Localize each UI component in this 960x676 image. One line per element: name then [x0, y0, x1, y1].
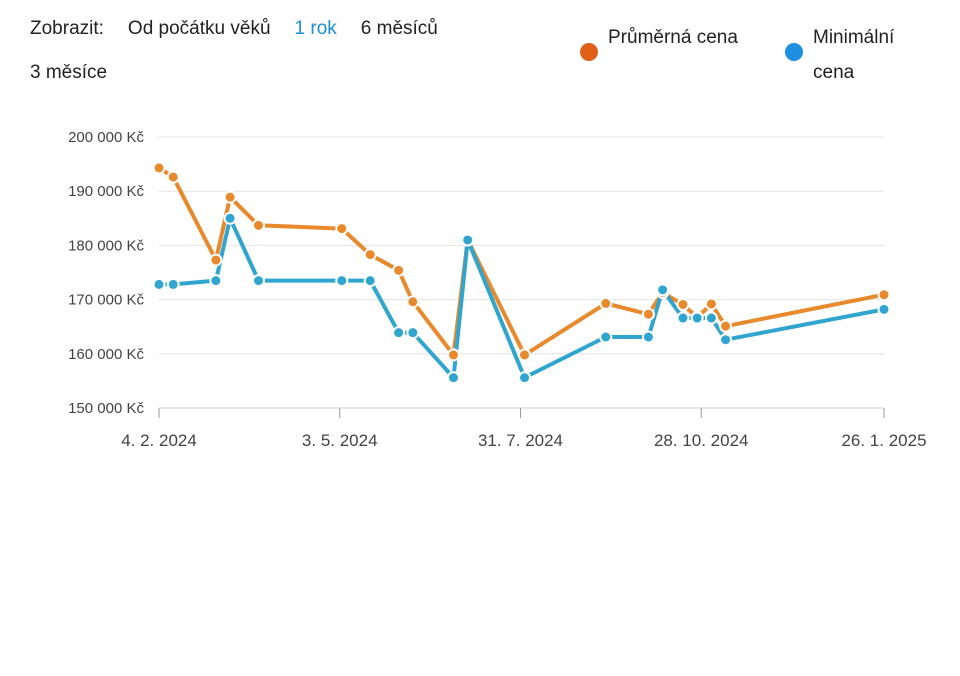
- chart-series: [152, 161, 891, 385]
- y-tick-label: 150 000 Kč: [68, 400, 144, 417]
- y-tick-label: 200 000 Kč: [68, 129, 144, 146]
- data-point-avg: [406, 295, 420, 309]
- data-point-min: [209, 274, 223, 288]
- x-axis: 4. 2. 2024 3. 5. 2024 31. 7. 2024 28. 10. 2…: [121, 407, 927, 450]
- data-point-min: [152, 277, 166, 291]
- legend-item-average-price[interactable]: Průměrná cena: [580, 20, 738, 90]
- data-point-min: [335, 274, 349, 288]
- data-point-avg: [252, 218, 266, 232]
- data-point-min: [641, 330, 655, 344]
- x-tick-label: 31. 7. 2024: [478, 431, 563, 450]
- range-option-3-months[interactable]: 3 měsíce: [30, 62, 108, 83]
- data-point-avg: [518, 348, 532, 362]
- y-tick-label: 170 000 Kč: [68, 292, 144, 309]
- range-filter-label: Zobrazit:: [30, 18, 104, 39]
- range-option-6-months[interactable]: 6 měsíců: [360, 18, 438, 39]
- legend-minimum-price-dot-icon: [785, 43, 803, 61]
- data-point-min: [877, 302, 891, 316]
- data-point-avg: [392, 263, 406, 277]
- series-line-avg: [157, 165, 886, 357]
- data-point-min: [446, 371, 460, 385]
- data-point-min: [363, 274, 377, 288]
- legend-average-price-dot-icon: [580, 43, 598, 61]
- y-axis: 150 000 Kč 160 000 Kč 170 000 Kč 180 000 Kč…: [68, 129, 144, 417]
- data-point-avg: [599, 296, 613, 310]
- x-tick-label: 26. 1. 2025: [841, 431, 926, 450]
- legend-item-minimum-price[interactable]: Minimální cena: [785, 20, 923, 90]
- data-point-min: [656, 283, 670, 297]
- data-point-min: [704, 311, 718, 325]
- data-point-avg: [704, 297, 718, 311]
- data-point-min: [392, 326, 406, 340]
- x-tick-label: 28. 10. 2024: [654, 431, 749, 450]
- range-filter: Zobrazit: Od počátku věků 1 rok 6 měsíců…: [30, 17, 530, 85]
- data-point-min: [599, 330, 613, 344]
- legend-average-price-label: Průměrná cena: [608, 27, 738, 48]
- y-tick-label: 160 000 Kč: [68, 346, 144, 363]
- range-option-all-time[interactable]: Od počátku věků: [127, 18, 271, 39]
- legend-minimum-price-label: Minimální cena: [813, 27, 895, 83]
- data-point-avg: [877, 288, 891, 302]
- data-point-min: [223, 211, 237, 225]
- data-point-avg: [446, 348, 460, 362]
- data-point-min: [676, 311, 690, 325]
- data-point-avg: [209, 253, 223, 267]
- data-point-min: [461, 233, 475, 247]
- range-filter-row: Zobrazit: Od počátku věků 1 rok 6 měsíců: [30, 17, 530, 41]
- data-point-min: [406, 326, 420, 340]
- data-point-avg: [223, 190, 237, 204]
- data-point-avg: [152, 161, 166, 175]
- data-point-min: [166, 277, 180, 291]
- y-tick-label: 190 000 Kč: [68, 183, 144, 200]
- data-point-avg: [335, 222, 349, 236]
- range-option-1-year[interactable]: 1 rok: [294, 18, 337, 39]
- data-point-avg: [641, 307, 655, 321]
- data-point-min: [719, 333, 733, 347]
- data-point-avg: [166, 170, 180, 184]
- range-filter-row-2: 3 měsíce: [30, 61, 530, 85]
- chart-legend: Průměrná cena Minimální cena: [580, 20, 923, 90]
- x-tick-label: 4. 2. 2024: [121, 431, 197, 450]
- data-point-avg: [676, 297, 690, 311]
- data-point-min: [252, 274, 266, 288]
- data-point-avg: [363, 248, 377, 262]
- data-point-avg: [719, 319, 733, 333]
- data-point-min: [690, 311, 704, 325]
- x-tick-label: 3. 5. 2024: [302, 431, 378, 450]
- y-tick-label: 180 000 Kč: [68, 237, 144, 254]
- data-point-min: [518, 371, 532, 385]
